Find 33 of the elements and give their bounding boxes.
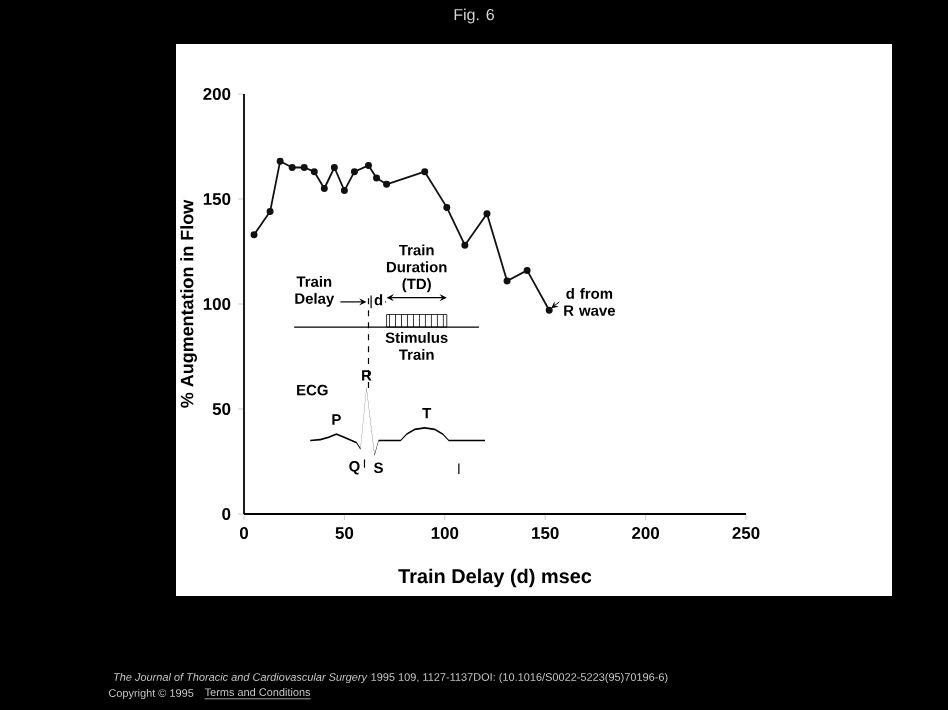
x-tick-label: 250: [732, 527, 760, 539]
x-tick-label: 0: [239, 527, 249, 539]
point: [276, 157, 284, 165]
x-tick-label: 200: [632, 527, 660, 539]
point: [288, 164, 296, 171]
y-tick-label: 200: [203, 88, 231, 100]
x-tick-label: 150: [532, 527, 559, 539]
point: [310, 168, 318, 176]
y-tick-label: 50: [212, 403, 231, 415]
y-tick-label: 0: [222, 508, 231, 520]
x-tick-label: 50: [335, 527, 354, 539]
point: [443, 203, 451, 211]
x-axis-title: Train Delay (d) msec: [398, 568, 592, 588]
point: [545, 306, 553, 314]
point: [421, 168, 429, 176]
point: [523, 266, 531, 274]
point: [350, 168, 358, 176]
point: [383, 180, 391, 188]
point: [330, 164, 338, 171]
point: [340, 187, 348, 195]
point: [503, 277, 511, 285]
y-tick-label: 100: [203, 298, 231, 310]
y-axis-title: % Augmentation in Flow: [180, 199, 198, 408]
point: [373, 174, 381, 182]
point: [266, 208, 274, 216]
point: [300, 164, 308, 171]
point: [250, 231, 258, 239]
point: [483, 210, 491, 218]
point: [365, 161, 372, 169]
point: [461, 241, 469, 249]
y-tick-label: 150: [203, 193, 231, 205]
point: [320, 185, 328, 192]
x-tick-label: 100: [431, 527, 459, 539]
